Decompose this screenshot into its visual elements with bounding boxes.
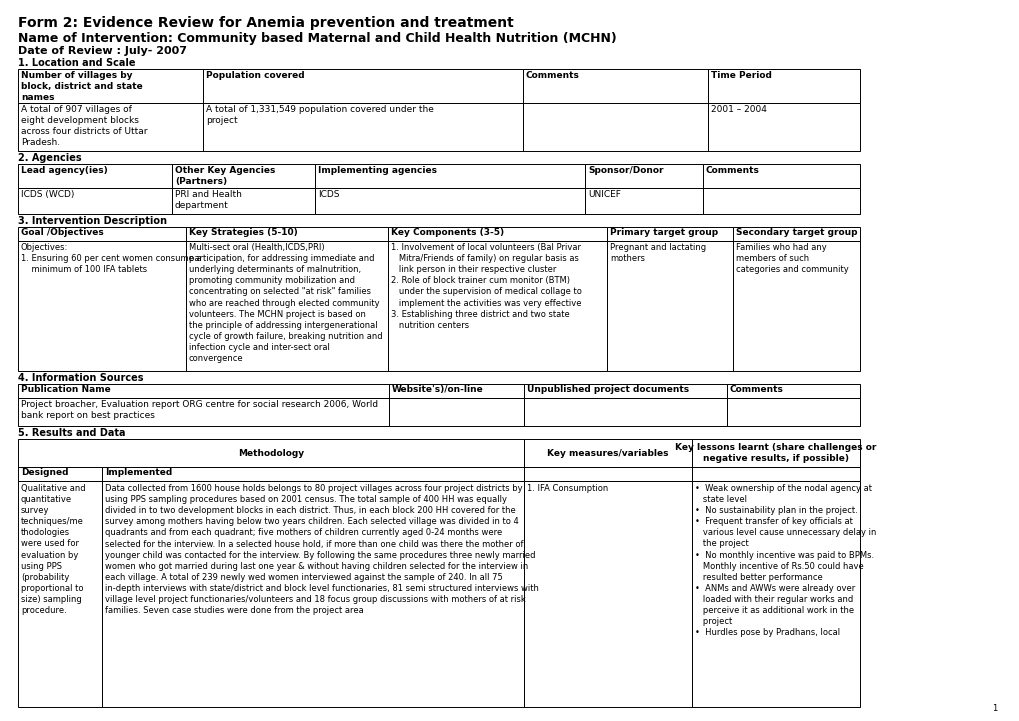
Bar [727, 384, 859, 398]
Bar [702, 188, 859, 214]
Text: Secondary target group: Secondary target group [736, 228, 857, 237]
Text: Goal /Objectives: Goal /Objectives [21, 228, 104, 237]
Text: Website's)/on-line: Website's)/on-line [391, 385, 483, 394]
Bar [18, 481, 102, 707]
Bar [315, 188, 585, 214]
Text: Objectives:
1. Ensuring 60 per cent women consume a
    minimum of 100 IFA table: Objectives: 1. Ensuring 60 per cent wome… [21, 243, 202, 274]
Text: Comments: Comments [526, 71, 580, 80]
Bar [524, 384, 727, 398]
Bar [606, 227, 733, 241]
Text: Data collected from 1600 house holds belongs to 80 project villages across four : Data collected from 1600 house holds bel… [105, 484, 538, 615]
Bar [18, 103, 203, 151]
Text: 3. Intervention Description: 3. Intervention Description [18, 216, 167, 226]
Bar [691, 439, 859, 467]
Text: 1: 1 [990, 704, 996, 713]
Text: Key Components (3-5): Key Components (3-5) [390, 228, 503, 237]
Bar [18, 241, 185, 371]
Bar [18, 188, 172, 214]
Text: A total of 1,331,549 population covered under the
project: A total of 1,331,549 population covered … [206, 105, 433, 125]
Text: Date of Review : July- 2007: Date of Review : July- 2007 [18, 46, 186, 56]
Bar [702, 164, 859, 188]
Bar [707, 69, 859, 103]
Text: Implemented: Implemented [105, 468, 172, 477]
Bar [172, 164, 315, 188]
Bar [691, 467, 859, 481]
Text: ICDS (WCD): ICDS (WCD) [21, 190, 74, 199]
Text: Name of Intervention: Community based Maternal and Child Health Nutrition (MCHN): Name of Intervention: Community based Ma… [18, 32, 616, 45]
Text: 4. Information Sources: 4. Information Sources [18, 373, 144, 383]
Bar [524, 481, 691, 707]
Text: 1. Location and Scale: 1. Location and Scale [18, 58, 136, 68]
Text: Pregnant and lactating
mothers: Pregnant and lactating mothers [609, 243, 705, 263]
Bar [387, 227, 606, 241]
Text: UNICEF: UNICEF [587, 190, 621, 199]
Text: Other Key Agencies
(Partners): Other Key Agencies (Partners) [175, 166, 275, 186]
Text: ICDS: ICDS [318, 190, 339, 199]
Text: Publication Name: Publication Name [21, 385, 111, 394]
Bar [524, 439, 691, 467]
Bar [733, 241, 859, 371]
Bar [18, 467, 102, 481]
Bar [606, 241, 733, 371]
Bar [18, 398, 388, 426]
Bar [523, 69, 707, 103]
Text: A total of 907 villages of
eight development blocks
across four districts of Utt: A total of 907 villages of eight develop… [21, 105, 148, 147]
Bar [524, 398, 727, 426]
Bar [203, 69, 523, 103]
Text: Primary target group: Primary target group [609, 228, 717, 237]
Bar [102, 481, 524, 707]
Bar [733, 227, 859, 241]
Bar [18, 439, 524, 467]
Bar [18, 384, 388, 398]
Bar [185, 241, 387, 371]
Bar [315, 164, 585, 188]
Text: Lead agency(ies): Lead agency(ies) [21, 166, 108, 175]
Bar [18, 164, 172, 188]
Text: 1. Involvement of local volunteers (Bal Privar
   Mitra/Friends of family) on re: 1. Involvement of local volunteers (Bal … [390, 243, 581, 329]
Text: Key lessons learnt (share challenges or
negative results, if possible): Key lessons learnt (share challenges or … [675, 443, 875, 463]
Text: Time Period: Time Period [710, 71, 771, 80]
Text: •  Weak ownership of the nodal agency at
   state level
•  No sustainability pla: • Weak ownership of the nodal agency at … [694, 484, 875, 637]
Text: Project broacher, Evaluation report ORG centre for social research 2006, World
b: Project broacher, Evaluation report ORG … [21, 400, 378, 420]
Text: PRI and Health
department: PRI and Health department [175, 190, 242, 210]
Text: Methodology: Methodology [237, 448, 304, 458]
Bar [388, 384, 524, 398]
Text: Comments: Comments [730, 385, 784, 394]
Text: Sponsor/Donor: Sponsor/Donor [587, 166, 662, 175]
Text: Population covered: Population covered [206, 71, 305, 80]
Bar [102, 467, 524, 481]
Bar [691, 481, 859, 707]
Text: Qualitative and
quantitative
survey
techniques/me
thodologies
were used for
eval: Qualitative and quantitative survey tech… [21, 484, 86, 615]
Bar [18, 69, 203, 103]
Text: 5. Results and Data: 5. Results and Data [18, 428, 125, 438]
Text: Implementing agencies: Implementing agencies [318, 166, 436, 175]
Bar [388, 398, 524, 426]
Bar [585, 164, 702, 188]
Text: Key Strategies (5-10): Key Strategies (5-10) [189, 228, 298, 237]
Text: Multi-sect oral (Health,ICDS,PRI)
participation, for addressing immediate and
un: Multi-sect oral (Health,ICDS,PRI) partic… [189, 243, 382, 363]
Bar [18, 227, 185, 241]
Text: 2001 – 2004: 2001 – 2004 [710, 105, 766, 114]
Bar [707, 103, 859, 151]
Text: Families who had any
members of such
categories and community: Families who had any members of such cat… [736, 243, 848, 274]
Bar [203, 103, 523, 151]
Bar [585, 188, 702, 214]
Bar [523, 103, 707, 151]
Text: Form 2: Evidence Review for Anemia prevention and treatment: Form 2: Evidence Review for Anemia preve… [18, 16, 514, 30]
Text: Comments: Comments [705, 166, 759, 175]
Text: Key measures/variables: Key measures/variables [547, 448, 668, 458]
Bar [387, 241, 606, 371]
Bar [727, 398, 859, 426]
Text: Unpublished project documents: Unpublished project documents [527, 385, 689, 394]
Bar [185, 227, 387, 241]
Bar [172, 188, 315, 214]
Bar [524, 467, 691, 481]
Text: 1. IFA Consumption: 1. IFA Consumption [527, 484, 607, 493]
Text: 2. Agencies: 2. Agencies [18, 153, 82, 163]
Text: Number of villages by
block, district and state
names: Number of villages by block, district an… [21, 71, 143, 102]
Text: Designed: Designed [21, 468, 68, 477]
